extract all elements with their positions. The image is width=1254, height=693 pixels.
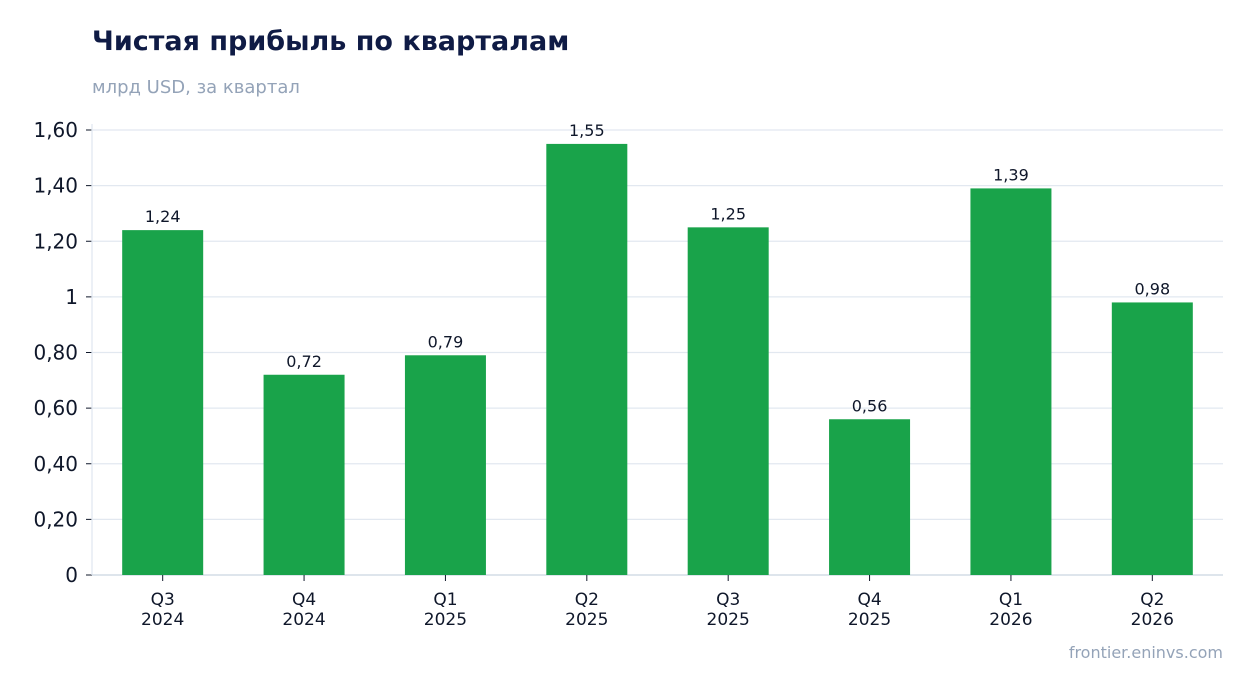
y-tick-labels: 0 0,20 0,40 0,60 0,80 1 1,20 1,40 1,60	[33, 118, 78, 587]
y-tick-label: 0	[65, 563, 78, 587]
x-tick-label-year: 2026	[1131, 610, 1174, 630]
y-tick-label: 0,60	[33, 396, 78, 420]
x-tick-label-quarter: Q2	[575, 590, 599, 610]
y-tick-label: 0,80	[33, 341, 78, 365]
bars	[122, 143, 1193, 575]
x-tick-label-quarter: Q4	[857, 590, 881, 610]
x-tick-label-quarter: Q1	[999, 590, 1023, 610]
data-label: 1,24	[145, 207, 181, 226]
data-label: 1,25	[710, 204, 746, 223]
x-tick-label-year: 2025	[565, 610, 608, 630]
bar	[122, 230, 204, 575]
y-tick-label: 0,40	[33, 452, 78, 476]
x-tick-label-year: 2024	[282, 610, 325, 630]
x-tick-labels: Q32024Q42024Q12025Q22025Q32025Q42025Q120…	[141, 590, 1174, 630]
chart-subtitle: млрд USD, за квартал	[92, 77, 300, 98]
bar	[970, 188, 1052, 575]
source-attribution: frontier.eninvs.com	[1068, 643, 1223, 662]
data-label: 0,56	[852, 396, 888, 415]
bar	[546, 143, 628, 575]
data-label: 1,39	[993, 165, 1029, 184]
y-tick-label: 1,20	[33, 229, 78, 253]
grid-lines	[92, 129, 1223, 521]
x-tick-label-year: 2024	[141, 610, 184, 630]
x-tick-label-quarter: Q3	[716, 590, 740, 610]
bar	[263, 374, 345, 575]
data-label: 0,79	[428, 332, 464, 351]
x-tick-label-quarter: Q4	[292, 590, 316, 610]
x-tick-label-quarter: Q1	[433, 590, 457, 610]
x-tick-label-year: 2025	[848, 610, 891, 630]
data-label: 1,55	[569, 121, 605, 140]
data-label: 0,72	[286, 352, 322, 371]
y-tick-label: 1,60	[33, 118, 78, 142]
x-tick-label-year: 2026	[989, 610, 1032, 630]
bar	[404, 355, 486, 575]
bar	[687, 227, 769, 575]
bar	[829, 419, 911, 575]
x-tick-label-quarter: Q2	[1140, 590, 1164, 610]
chart-title: Чистая прибыль по кварталам	[92, 26, 570, 57]
y-tick-label: 1	[65, 285, 78, 309]
x-tick-label-year: 2025	[707, 610, 750, 630]
y-tick-label: 1,40	[33, 174, 78, 198]
data-label: 0,98	[1135, 279, 1171, 298]
y-tick-label: 0,20	[33, 507, 78, 531]
bar	[1111, 302, 1193, 575]
x-tick-label-year: 2025	[424, 610, 467, 630]
x-tick-label-quarter: Q3	[151, 590, 175, 610]
data-labels: 1,24 0,72 0,79 1,55 1,25 0,56 1,39 0,98	[145, 121, 1170, 415]
